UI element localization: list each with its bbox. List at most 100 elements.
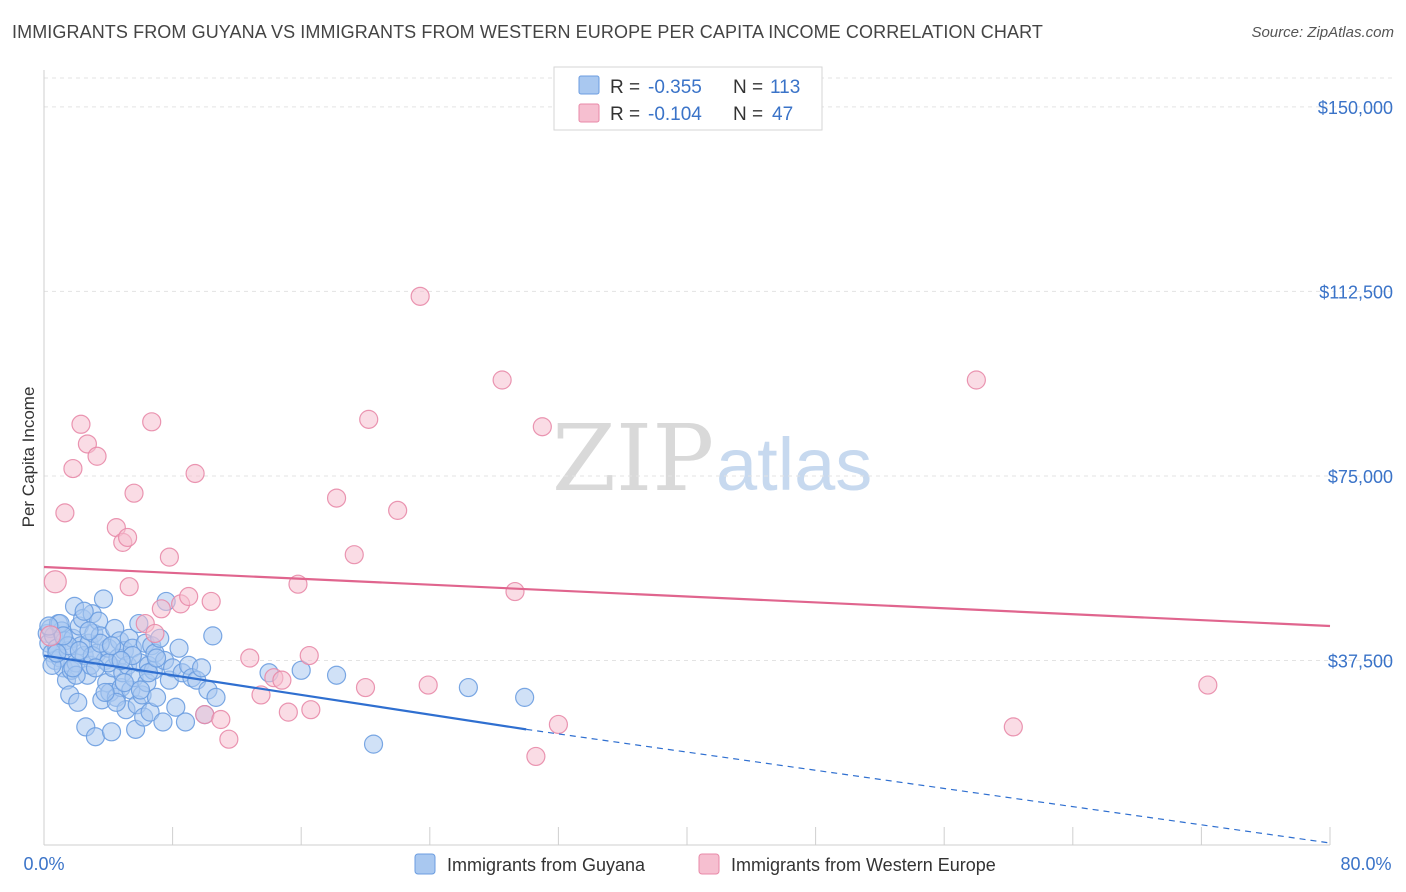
- point-guyana-78: [175, 712, 196, 732]
- legend-n-label-guyana: N =: [733, 77, 763, 98]
- point-guyana-75: [166, 697, 186, 717]
- x-tick-label-max: 80.0%: [1340, 854, 1391, 874]
- point-guyana-100: [146, 648, 167, 668]
- y-tick-label-3: $150,000: [1318, 98, 1393, 118]
- point-western-europe-2: [63, 458, 83, 479]
- point-guyana-110: [515, 687, 535, 707]
- data-points: [37, 286, 1218, 767]
- point-western-europe-3: [71, 414, 91, 434]
- point-western-europe-36: [410, 286, 430, 306]
- point-western-europe-41: [532, 417, 552, 437]
- legend-n-label-western-europe: N =: [733, 104, 763, 125]
- point-western-europe-13: [145, 623, 165, 644]
- point-western-europe-0: [43, 570, 67, 594]
- x-tick-label-min: 0.0%: [23, 854, 64, 874]
- point-guyana-109: [458, 677, 478, 698]
- point-western-europe-30: [301, 700, 321, 720]
- point-western-europe-43: [966, 370, 986, 390]
- point-western-europe-46: [39, 625, 62, 647]
- legend-r-label-western-europe: R =: [610, 104, 640, 125]
- bottom-legend-swatch-western-europe: [698, 853, 720, 875]
- point-guyana-114: [95, 682, 115, 703]
- point-guyana-112: [63, 658, 83, 678]
- point-western-europe-42: [548, 714, 569, 735]
- point-western-europe-45: [1198, 675, 1218, 695]
- point-guyana-82: [191, 658, 212, 678]
- legend-swatch-western-europe: [578, 103, 600, 123]
- point-western-europe-17: [179, 586, 199, 607]
- bottom-legend-swatch-guyana: [414, 853, 436, 875]
- point-western-europe-27: [278, 702, 298, 722]
- point-guyana-76: [169, 638, 189, 658]
- trend-line-guyana-extension: [526, 728, 1331, 844]
- point-western-europe-10: [119, 577, 139, 597]
- point-western-europe-29: [299, 645, 319, 666]
- point-western-europe-1: [55, 503, 75, 523]
- point-western-europe-18: [185, 463, 205, 484]
- point-guyana-91: [74, 601, 94, 621]
- point-western-europe-20: [195, 705, 215, 725]
- point-guyana-70: [153, 712, 173, 732]
- y-tick-label-1: $75,000: [1328, 467, 1393, 487]
- trend-line-western-europe: [43, 565, 1331, 628]
- point-western-europe-33: [359, 409, 379, 429]
- point-guyana-108: [363, 734, 384, 754]
- point-guyana-19: [68, 692, 88, 712]
- point-western-europe-5: [87, 446, 107, 466]
- point-western-europe-26: [272, 670, 292, 690]
- point-guyana-30: [85, 727, 106, 747]
- point-guyana-107: [326, 665, 347, 685]
- point-guyana-85: [203, 626, 223, 646]
- point-western-europe-12: [142, 412, 162, 432]
- y-axis-label: Per Capita Income: [19, 387, 38, 528]
- point-western-europe-34: [355, 677, 376, 698]
- point-guyana-115: [111, 650, 131, 671]
- trend-lines: [43, 565, 1331, 844]
- point-western-europe-44: [1003, 717, 1023, 737]
- legend-n-value-western-europe: 47: [772, 104, 793, 125]
- point-guyana-106: [291, 660, 311, 680]
- point-western-europe-22: [219, 729, 239, 749]
- point-western-europe-38: [492, 370, 512, 390]
- point-western-europe-31: [326, 488, 347, 508]
- point-guyana-86: [206, 687, 226, 707]
- watermark: ZIP atlas: [552, 405, 872, 512]
- watermark-atlas: atlas: [716, 423, 872, 506]
- point-guyana-96: [114, 673, 134, 693]
- point-guyana-113: [79, 621, 99, 641]
- x-ticks: [172, 827, 1331, 845]
- point-western-europe-19: [201, 591, 221, 612]
- point-western-europe-23: [240, 648, 260, 668]
- series-legend: Immigrants from Guyana Immigrants from W…: [414, 853, 996, 875]
- legend-r-label-guyana: R =: [610, 77, 640, 98]
- legend-r-value-western-europe: -0.104: [648, 104, 702, 125]
- y-tick-label-2: $112,500: [1319, 282, 1393, 302]
- point-western-europe-37: [418, 675, 438, 695]
- legend-n-value-guyana: 113: [770, 77, 800, 98]
- point-guyana-35: [93, 589, 114, 609]
- point-western-europe-14: [151, 599, 171, 619]
- trend-line-guyana: [43, 654, 527, 731]
- y-tick-labels: $37,500 $75,000 $112,500 $150,000: [1318, 98, 1393, 672]
- point-guyana-104: [101, 636, 122, 656]
- point-western-europe-40: [526, 746, 546, 767]
- point-guyana-68: [146, 687, 167, 707]
- bottom-legend-label-western-europe: Immigrants from Western Europe: [731, 855, 996, 875]
- point-western-europe-35: [388, 500, 408, 520]
- stats-legend: R = -0.355 N = 113 R = -0.104 N = 47: [553, 66, 823, 131]
- point-western-europe-39: [505, 581, 525, 602]
- point-guyana-40: [101, 722, 122, 742]
- point-western-europe-32: [344, 545, 364, 565]
- chart-title: IMMIGRANTS FROM GUYANA VS IMMIGRANTS FRO…: [12, 22, 1043, 42]
- point-western-europe-15: [159, 547, 179, 567]
- point-guyana-102: [69, 641, 89, 661]
- grid-lines: [44, 77, 1395, 661]
- legend-r-value-guyana: -0.355: [648, 77, 702, 98]
- watermark-zip: ZIP: [552, 405, 714, 512]
- source-note: Source: ZipAtlas.com: [1251, 24, 1394, 41]
- point-western-europe-9: [124, 483, 144, 503]
- point-western-europe-8: [117, 527, 138, 548]
- point-western-europe-21: [211, 709, 231, 730]
- legend-swatch-guyana: [578, 75, 600, 95]
